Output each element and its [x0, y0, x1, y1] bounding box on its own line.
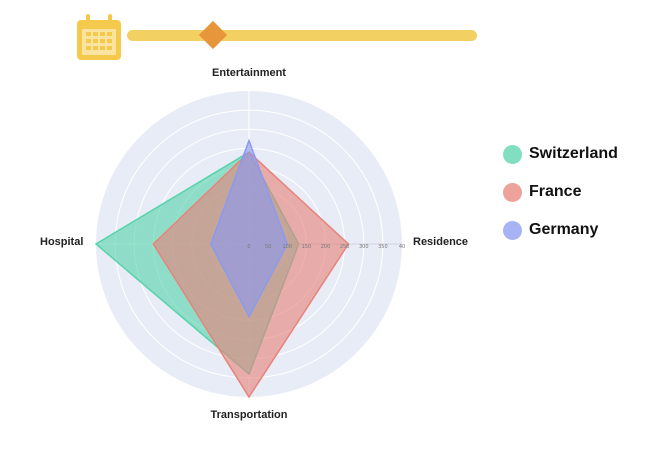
radial-tick-label: 40 — [399, 244, 405, 250]
radial-tick-label: 250 — [340, 244, 350, 250]
axis-label-entertainment: Entertainment — [212, 67, 286, 79]
axis-label-hospital: Hospital — [40, 236, 83, 248]
legend-label: Switzerland — [529, 145, 618, 162]
radial-tick-label: 350 — [378, 244, 388, 250]
radar-labels: 0 50 100 150 200 250 300 350 40 Entertainment Resi… — [40, 67, 468, 421]
legend-label: France — [529, 183, 582, 200]
legend: Switzerland France Germany — [503, 135, 618, 249]
legend-item-france[interactable]: France — [503, 173, 618, 211]
legend-item-germany[interactable]: Germany — [503, 211, 618, 249]
radial-tick-label: 150 — [302, 244, 312, 250]
radial-tick-label: 0 — [247, 244, 250, 250]
radial-tick-label: 100 — [282, 244, 292, 250]
legend-swatch — [503, 144, 522, 164]
axis-label-residence: Residence — [413, 236, 468, 248]
legend-swatch — [503, 220, 522, 240]
legend-label: Germany — [529, 221, 599, 238]
series-area-germany[interactable] — [209, 138, 289, 319]
calendar-icon — [77, 14, 121, 60]
radial-tick-label: 50 — [265, 244, 271, 250]
radial-tick-label: 200 — [321, 244, 331, 250]
legend-swatch — [503, 182, 522, 202]
radial-tick-label: 300 — [359, 244, 369, 250]
legend-item-switzerland[interactable]: Switzerland — [503, 135, 618, 173]
axis-label-transportation: Transportation — [210, 409, 287, 421]
time-slider-track[interactable] — [127, 30, 477, 41]
radar-series — [94, 138, 350, 399]
